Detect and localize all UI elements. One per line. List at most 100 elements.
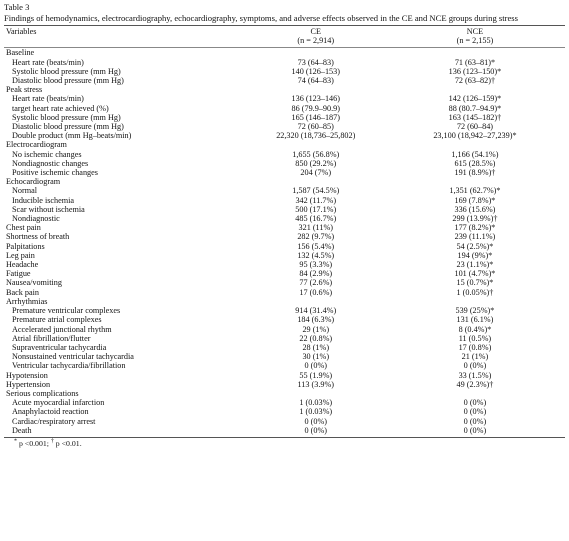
row-ce-value: 1 (0.03%) bbox=[299, 407, 333, 417]
row-label: Systolic blood pressure (mm Hg) bbox=[12, 112, 121, 122]
row-nce-value: 142 (126–159)* bbox=[448, 94, 502, 104]
row-ce-value: 204 (7%) bbox=[300, 168, 332, 178]
row-ce-value: 184 (6.3%) bbox=[297, 315, 335, 325]
table-row: Double product (mm Hg–beats/min) 22,320 (… bbox=[4, 131, 565, 140]
table-row: Baseline bbox=[4, 48, 565, 57]
row-label: Double product (mm Hg–beats/min) bbox=[12, 131, 132, 141]
row-nce-value: 336 (15.6%) bbox=[454, 204, 496, 214]
row-nce-value: 136 (123–150)* bbox=[448, 66, 502, 76]
row-nce-value: 23,100 (18,942–27,239)* bbox=[433, 131, 517, 141]
row-ce-value: 321 (11%) bbox=[298, 223, 334, 233]
table-row: Diastolic blood pressure (mm Hg) 72 (60–8… bbox=[4, 122, 565, 131]
table-row: Hypertension 113 (3.9%) 49 (2.3%)† bbox=[4, 380, 565, 389]
row-ce-value: 0 (0%) bbox=[304, 416, 328, 426]
row-nce-value: 131 (6.1%) bbox=[456, 315, 494, 325]
row-nce-value: 1,166 (54.1%) bbox=[451, 149, 499, 159]
row-ce-value: 132 (4.5%) bbox=[297, 250, 335, 260]
row-label: Baseline bbox=[6, 48, 35, 58]
row-label: Palpitations bbox=[6, 241, 45, 251]
table-row: Hypotension 55 (1.9%) 33 (1.5%) bbox=[4, 371, 565, 380]
row-ce-value: 55 (1.9%) bbox=[299, 370, 333, 380]
header-n-row: (n = 2,914) (n = 2,155) bbox=[4, 36, 565, 48]
row-label: Cardiac/respiratory arrest bbox=[12, 416, 96, 426]
table-row: Arrhythmias bbox=[4, 297, 565, 306]
table-row: Premature atrial complexes 184 (6.3%) 131 … bbox=[4, 315, 565, 324]
header-row: Variables CE NCE bbox=[4, 26, 565, 36]
row-nce-value: 17 (0.8%) bbox=[458, 342, 492, 352]
table-row: Heart rate (beats/min) 136 (123–146) 142 (… bbox=[4, 94, 565, 103]
row-nce-value: 169 (7.8%)* bbox=[454, 195, 496, 205]
row-ce-value: 165 (146–187) bbox=[291, 112, 340, 122]
row-label: Nausea/vomiting bbox=[6, 278, 62, 288]
table-row: Atrial fibrillation/flutter 22 (0.8%) 11 (… bbox=[4, 334, 565, 343]
row-nce-value: 0 (0%) bbox=[463, 407, 487, 417]
row-label: Nondiagnostic changes bbox=[12, 158, 89, 168]
header-ce: CE bbox=[310, 27, 321, 36]
row-label: Hypertension bbox=[6, 379, 51, 389]
footnote: * p <0.001; † p <0.01. bbox=[4, 438, 565, 449]
table-row: Shortness of breath 282 (9.7%) 239 (11.1%) bbox=[4, 232, 565, 241]
row-label: Premature atrial complexes bbox=[12, 315, 102, 325]
row-nce-value: 72 (60–84) bbox=[456, 122, 494, 132]
row-nce-value: 615 (28.5%) bbox=[454, 158, 496, 168]
row-nce-value: 191 (8.9%)† bbox=[454, 168, 496, 178]
row-nce-value: 299 (13.9%)† bbox=[452, 214, 498, 224]
row-label: Scar without ischemia bbox=[12, 204, 85, 214]
table-row: Accelerated junctional rhythm 29 (1%) 8 (0… bbox=[4, 325, 565, 334]
footnote-text-2: p <0.01. bbox=[53, 438, 82, 448]
table-row: Inducible ischemia 342 (11.7%) 169 (7.8%)* bbox=[4, 196, 565, 205]
footnote-mark-1: * bbox=[14, 438, 17, 445]
table-row: Diastolic blood pressure (mm Hg) 74 (64–8… bbox=[4, 76, 565, 85]
header-divider-row bbox=[4, 47, 565, 49]
table-title: Findings of hemodynamics, electrocardiog… bbox=[4, 13, 518, 23]
table-row: Electrocardiogram bbox=[4, 140, 565, 149]
row-label: Arrhythmias bbox=[6, 296, 48, 306]
row-ce-value bbox=[247, 297, 385, 306]
row-ce-value: 30 (1%) bbox=[302, 352, 330, 362]
row-ce-value: 1 (0.03%) bbox=[299, 398, 333, 408]
row-ce-value: 0 (0%) bbox=[304, 425, 328, 435]
row-nce-value: 33 (1.5%) bbox=[458, 370, 492, 380]
row-ce-value: 72 (60–85) bbox=[297, 122, 334, 132]
row-ce-value: 17 (0.6%) bbox=[299, 287, 333, 297]
row-ce-value: 500 (17.1%) bbox=[295, 204, 337, 214]
table-row: Death 0 (0%) 0 (0%) bbox=[4, 426, 565, 435]
row-label: Heart rate (beats/min) bbox=[12, 57, 84, 67]
top-rule bbox=[4, 25, 565, 26]
row-ce-value bbox=[247, 85, 385, 94]
table-row: Supraventricular tachycardia 28 (1%) 17 (0… bbox=[4, 343, 565, 352]
header-nce-n: (n = 2,155) bbox=[456, 36, 494, 46]
row-label: Premature ventricular complexes bbox=[12, 306, 121, 316]
footnote-mark-2: † bbox=[50, 438, 54, 445]
footnote-text-1: p <0.001; bbox=[17, 438, 51, 448]
row-label: Fatigue bbox=[6, 269, 31, 279]
row-label: Death bbox=[12, 425, 32, 435]
row-ce-value: 29 (1%) bbox=[302, 324, 330, 334]
header-variables: Variables bbox=[6, 27, 37, 36]
row-ce-value: 485 (16.7%) bbox=[295, 214, 337, 224]
row-label: Leg pain bbox=[6, 250, 35, 260]
row-label: Nonsustained ventricular tachycardia bbox=[12, 352, 134, 362]
row-label: Heart rate (beats/min) bbox=[12, 94, 84, 104]
row-nce-value bbox=[385, 389, 565, 398]
row-label: Diastolic blood pressure (mm Hg) bbox=[12, 122, 124, 132]
table-row: Ventricular tachycardia/fibrillation 0 (0… bbox=[4, 361, 565, 370]
row-label: Nondiagnostic bbox=[12, 214, 60, 224]
row-ce-value: 136 (123–146) bbox=[291, 94, 340, 104]
table-label: Table 3 bbox=[4, 2, 30, 12]
header-spacer bbox=[4, 36, 247, 48]
row-label: Headache bbox=[6, 260, 39, 270]
row-label: Anaphylactoid reaction bbox=[12, 407, 89, 417]
row-label: Accelerated junctional rhythm bbox=[12, 324, 112, 334]
row-ce-value: 282 (9.7%) bbox=[297, 232, 335, 242]
row-label: Supraventricular tachycardia bbox=[12, 342, 107, 352]
row-ce-value: 28 (1%) bbox=[302, 342, 330, 352]
row-ce-value: 156 (5.4%) bbox=[297, 241, 335, 251]
row-nce-value: 101 (4.7%)* bbox=[454, 269, 496, 279]
row-label: Shortness of breath bbox=[6, 232, 70, 242]
row-nce-value: 177 (8.2%)* bbox=[454, 223, 496, 233]
row-nce-value: 72 (63–82)† bbox=[454, 76, 496, 86]
table-page: Table 3 Findings of hemodynamics, electr… bbox=[4, 2, 565, 537]
header-ce-n: (n = 2,914) bbox=[297, 36, 335, 46]
row-nce-value: 163 (145–182)† bbox=[448, 112, 502, 122]
